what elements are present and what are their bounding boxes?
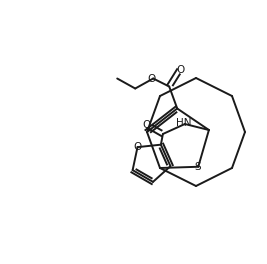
Text: HN: HN (176, 118, 192, 128)
Text: O: O (176, 64, 184, 74)
Text: O: O (147, 73, 155, 83)
Text: O: O (134, 142, 142, 152)
Text: S: S (194, 162, 201, 172)
Text: O: O (143, 120, 151, 130)
